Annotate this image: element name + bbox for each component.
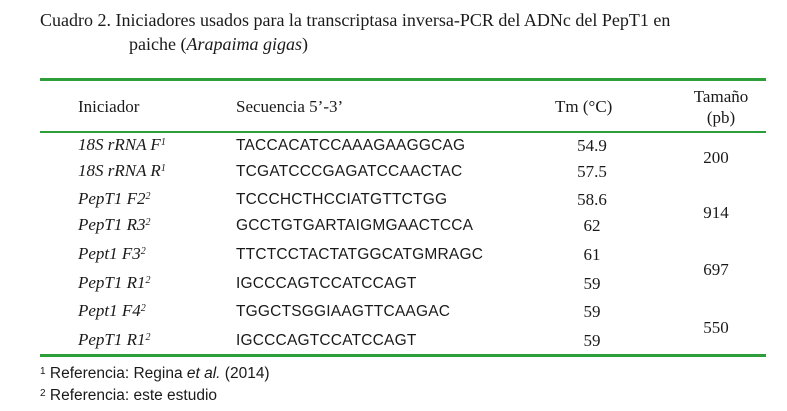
primer-name: PepT1 R3 [78,215,146,234]
caption-species: Arapaima gigas [186,34,302,54]
header-primer: Iniciador [78,97,140,116]
primer-tm: 57.5 [577,162,607,181]
footnote-1-mark: 1 [40,366,46,377]
table-row: 18S rRNA R1 [78,161,166,181]
table-row: PepT1 F22 [78,189,151,209]
primer-ref: 2 [145,217,151,228]
table-row: PepT1 R32 [78,215,151,235]
primer-name: 18S rRNA R [78,161,161,180]
caption-text: Iniciadores usados para la transcriptasa… [115,10,671,30]
primer-tm: 61 [583,245,601,264]
primer-sequence: TCCCHCTHCCIATGTTCTGG [236,191,448,208]
primer-name: Pept1 F3 [78,244,141,263]
header-size-line1: Tamaño [693,87,749,106]
footnote-1-suffix: (2014) [220,365,270,382]
table-row: 18S rRNA F1 [78,135,166,155]
header-tm: Tm (°C) [555,97,613,116]
primer-ref: 1 [160,163,166,174]
footnote-2-mark: 2 [40,388,46,399]
primer-ref: 2 [140,246,146,257]
table-bottom-rule [40,354,766,357]
primer-ref: 2 [145,332,151,343]
primer-tm: 62 [583,216,601,235]
primer-sequence: IGCCCAGTCCATCCAGT [236,332,417,349]
header-sequence: Secuencia 5’-3’ [236,97,344,116]
primer-name: PepT1 F2 [78,189,146,208]
table-header-rule [40,131,766,133]
caption-label: Cuadro 2. [40,10,111,30]
primer-ref: 2 [145,191,151,202]
primer-sequence: TTCTCCTACTATGGCATGMRAGC [236,246,484,263]
primer-sequence: TACCACATCCAAAGAAGGCAG [236,137,466,154]
primer-ref: 2 [140,303,146,314]
header-size-line2: (pb) [706,108,736,127]
product-size: 697 [703,260,729,279]
header-size: Tamaño (pb) [676,86,766,128]
caption-line-2: paiche (Arapaima gigas) [40,32,770,56]
footnote-1-prefix: Referencia: Regina [49,365,187,382]
caption-line2-prefix: paiche ( [129,34,187,54]
footnote-2-text: Referencia: este estudio [49,387,218,404]
table-caption: Cuadro 2. Iniciadores usados para la tra… [40,8,770,56]
primer-name: Pept1 F4 [78,301,141,320]
primer-tm: 54.9 [577,136,607,155]
table-row: Pept1 F32 [78,244,146,264]
product-size: 200 [703,148,729,167]
primer-name: PepT1 R1 [78,330,146,349]
table-top-rule [40,78,766,81]
primer-name: PepT1 R1 [78,273,146,292]
primer-sequence: TGGCTSGGIAAGTTCAAGAC [236,303,451,320]
primer-tm: 59 [583,331,601,350]
product-size: 914 [703,203,729,222]
primer-tm: 58.6 [577,190,607,209]
table-row: PepT1 R12 [78,273,151,293]
primer-sequence: IGCCCAGTCCATCCAGT [236,275,417,292]
primer-name: 18S rRNA F [78,135,161,154]
table-row: Pept1 F42 [78,301,146,321]
primer-tm: 59 [583,302,601,321]
primer-ref: 1 [160,137,166,148]
product-size: 550 [703,318,729,337]
primer-sequence: GCCTGTGARTAIGMGAACTCCA [236,217,474,234]
primer-tm: 59 [583,274,601,293]
footnote-1-italic: et al. [186,365,221,382]
primer-ref: 2 [145,275,151,286]
caption-line2-suffix: ) [301,34,308,54]
footnote-2: 2 Referencia: este estudio [40,386,217,406]
primer-sequence: TCGATCCCGAGATCCAACTAC [236,163,463,180]
footnote-1: 1 Referencia: Regina et al. (2014) [40,364,270,384]
table-row: PepT1 R12 [78,330,151,350]
